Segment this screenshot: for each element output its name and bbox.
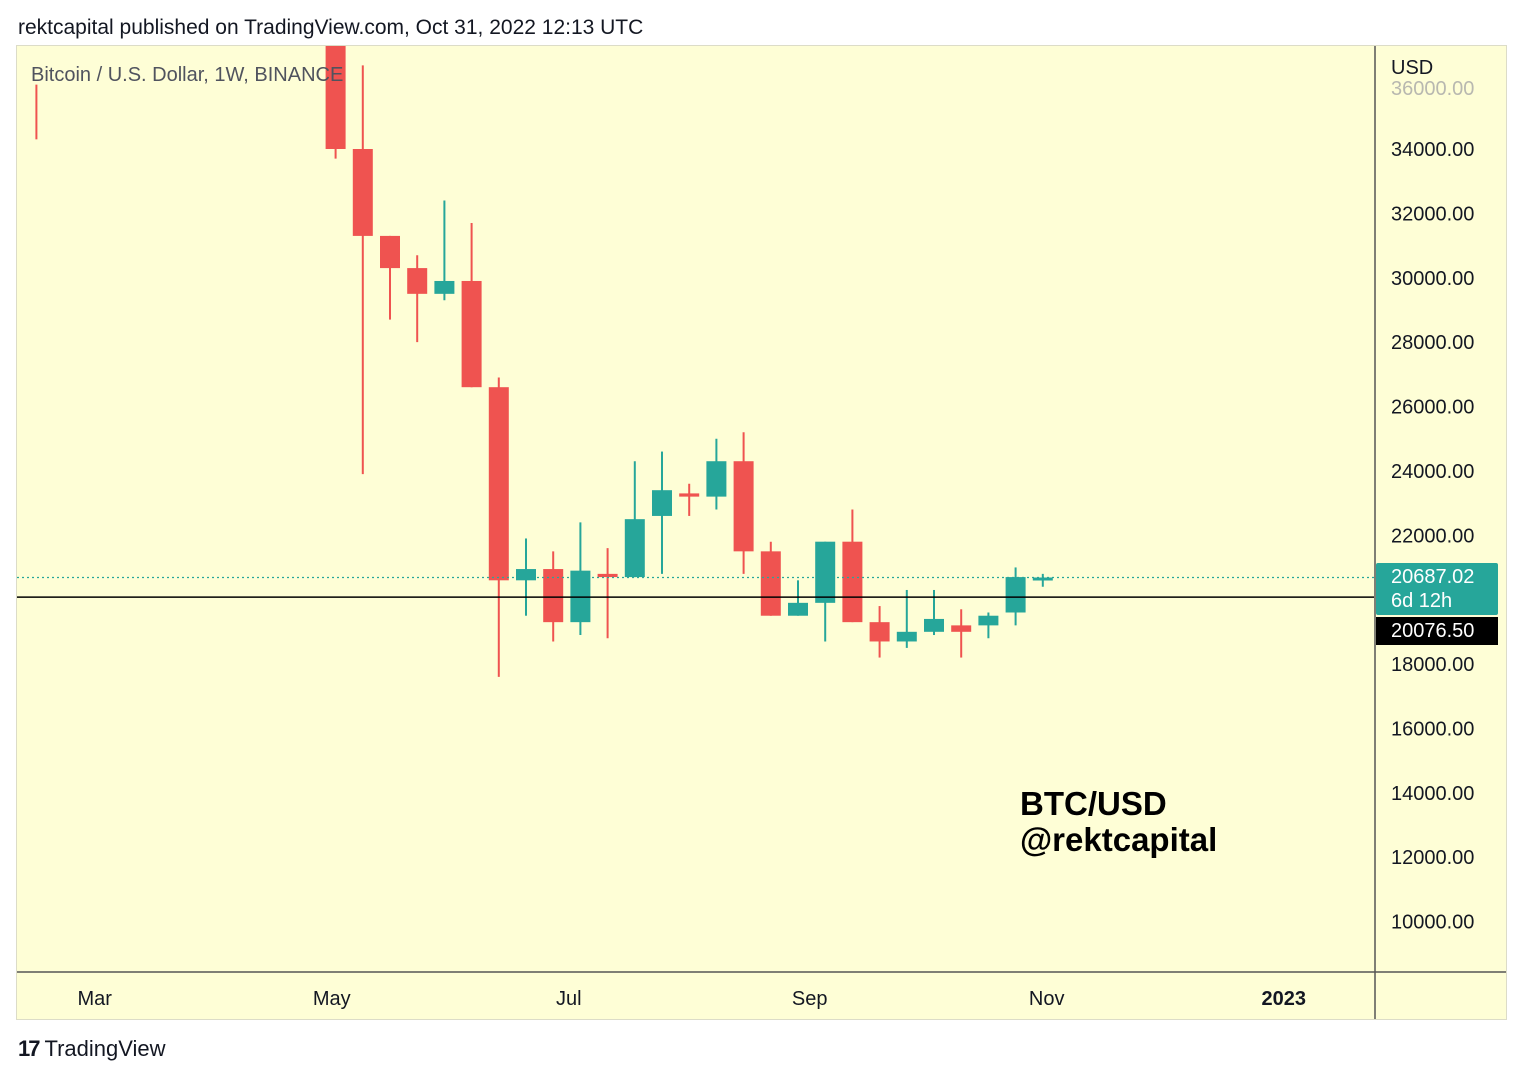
bearish-candle (733, 461, 754, 552)
watermark-pair: BTC/USD (1020, 785, 1167, 822)
bearish-candle (951, 625, 972, 632)
bearish-candle (488, 387, 509, 581)
price-axis-tick: 24000.00 (1391, 461, 1474, 483)
price-axis-tick: 10000.00 (1391, 912, 1474, 934)
bullish-candle (896, 631, 917, 642)
candles-group (35, 46, 1053, 677)
bullish-candle (652, 490, 672, 516)
bullish-candle (516, 569, 536, 581)
watermark-handle: @rektcapital (1020, 821, 1218, 858)
chart-area[interactable] (16, 45, 1507, 1020)
bearish-candle (543, 569, 564, 623)
time-axis-tick: Sep (792, 988, 828, 1010)
bearish-candle (760, 551, 781, 616)
horizontal-line-badge: 20076.50 (1376, 617, 1498, 645)
bearish-candle (407, 268, 428, 294)
price-axis-tick: 26000.00 (1391, 397, 1474, 419)
time-axis-tick: Mar (77, 988, 112, 1010)
time-axis-tick: 2023 (1261, 988, 1306, 1010)
bullish-candle (624, 519, 645, 578)
tradingview-brand[interactable]: 17 TradingView (18, 1036, 166, 1062)
bullish-candle (788, 602, 808, 616)
bearish-candle (597, 573, 618, 578)
bullish-candle (815, 541, 836, 603)
chart-watermark-text: BTC/USD @rektcapital (1020, 786, 1217, 858)
last-price-badge: 20687.02 6d 12h (1376, 563, 1498, 615)
bearish-candle (325, 46, 346, 149)
tradingview-logo-icon: 17 (18, 1036, 41, 1061)
bearish-candle (461, 280, 482, 388)
bearish-candle (869, 622, 890, 642)
price-axis-tick: 30000.00 (1391, 268, 1474, 290)
price-axis-tick: 34000.00 (1391, 139, 1474, 161)
bullish-candle (706, 461, 727, 497)
price-axis-tick: 28000.00 (1391, 332, 1474, 354)
bearish-candle (352, 149, 373, 236)
bearish-candle (679, 493, 700, 497)
price-axis-tick: 18000.00 (1391, 654, 1474, 676)
bullish-candle (570, 570, 591, 623)
time-axis-tick: Nov (1029, 988, 1065, 1010)
price-axis-tick: 22000.00 (1391, 525, 1474, 547)
time-axis-tick: Jul (556, 988, 582, 1010)
brand-label: TradingView (44, 1036, 166, 1061)
price-axis-tick: 12000.00 (1391, 847, 1474, 869)
time-axis-tick: May (313, 988, 351, 1010)
currency-label: USD (1391, 57, 1434, 79)
price-axis-tick: 16000.00 (1391, 718, 1474, 740)
bearish-candle (842, 541, 863, 623)
price-axis-tick-partial: 36000.00 (1391, 78, 1474, 100)
bullish-candle (924, 618, 944, 632)
bar-countdown: 6d 12h (1391, 590, 1453, 612)
price-axis-tick: 32000.00 (1391, 203, 1474, 225)
bearish-candle (380, 235, 400, 269)
price-axis-tick: 14000.00 (1391, 783, 1474, 805)
last-price-value: 20687.02 (1391, 566, 1475, 588)
bullish-candle (978, 615, 999, 626)
bullish-candle (434, 280, 455, 294)
bullish-candle (1032, 577, 1053, 581)
bullish-candle (1005, 577, 1026, 613)
symbol-title: Bitcoin / U.S. Dollar, 1W, BINANCE (31, 64, 344, 86)
publisher-caption: rektcapital published on TradingView.com… (18, 16, 644, 39)
